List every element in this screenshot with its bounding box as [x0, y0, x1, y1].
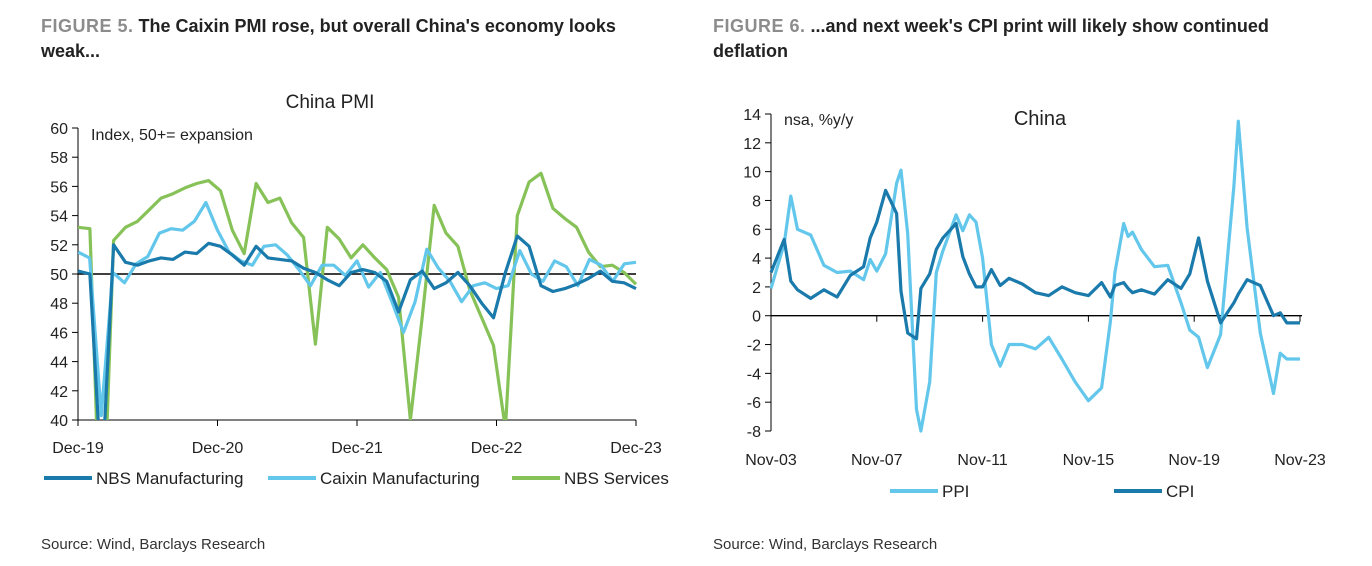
series-line-ppi	[769, 119, 1300, 433]
legend-label: CPI	[1166, 482, 1194, 501]
legend-label: NBS Services	[564, 469, 669, 488]
y-tick-label: 0	[752, 309, 761, 326]
figure-6-title: FIGURE 6. ...and next week's CPI print w…	[713, 14, 1343, 64]
y-tick-label: 58	[50, 150, 68, 167]
series-line-nbs-manufacturing	[78, 234, 637, 420]
y-tick-label: 2	[752, 280, 761, 297]
y-tick-label: -2	[747, 338, 761, 355]
figure-5-number: FIGURE 5.	[41, 16, 134, 36]
china-ppi-cpi-chart: China nsa, %y/y -8 -6 -4 -2 0 2 4 6 8 10 12 14 Nov-03 N…	[743, 107, 1326, 501]
x-tick-label: Nov-15	[1063, 452, 1115, 469]
x-tick-label: Nov-19	[1168, 452, 1220, 469]
x-tick-label: Dec-23	[610, 440, 662, 457]
figure-6-source: Source: Wind, Barclays Research	[713, 536, 938, 553]
chart-annotation: Index, 50+= expansion	[91, 127, 253, 144]
y-tick-label: -8	[747, 424, 761, 441]
y-tick-label: -6	[747, 395, 761, 412]
y-tick-label: 60	[50, 121, 68, 138]
x-tick-label: Nov-11	[957, 452, 1007, 469]
y-tick-label: 8	[752, 193, 761, 210]
y-tick-label: 42	[50, 384, 68, 401]
y-tick-label: 12	[743, 136, 761, 153]
figure-5-source: Source: Wind, Barclays Research	[41, 536, 266, 553]
x-tick-label: Dec-21	[331, 440, 383, 457]
series-line-nbs-services	[78, 171, 638, 420]
chart-title: China PMI	[286, 92, 375, 113]
y-tick-label: 14	[743, 107, 761, 124]
y-tick-label: 4	[752, 251, 761, 268]
figure-6-number: FIGURE 6.	[713, 16, 806, 36]
x-tick-label: Dec-19	[52, 440, 104, 457]
y-tick-label: 56	[50, 179, 68, 196]
y-tick-label: 52	[50, 238, 68, 255]
x-tick-label: Nov-23	[1274, 452, 1326, 469]
y-tick-label: 46	[50, 325, 68, 342]
figure-5-panel: FIGURE 5. The Caixin PMI rose, but overa…	[41, 14, 669, 553]
chart-title: China	[1014, 108, 1067, 130]
y-tick-label: 10	[743, 165, 761, 182]
y-tick-label: 48	[50, 296, 68, 313]
y-tick-label: 50	[50, 267, 68, 284]
y-tick-label: 40	[50, 413, 68, 430]
x-tick-label: Nov-03	[745, 452, 797, 469]
y-tick-label: 44	[50, 355, 68, 372]
series-line-cpi	[769, 188, 1300, 341]
legend-label: PPI	[942, 482, 969, 501]
y-tick-label: 6	[752, 222, 761, 239]
figure-6-caption: ...and next week's CPI print will likely…	[713, 16, 1269, 61]
y-tick-label: 54	[50, 209, 68, 226]
x-tick-label: Dec-20	[192, 440, 244, 457]
figure-5-caption: The Caixin PMI rose, but overall China's…	[41, 16, 616, 61]
series-line-caixin-manufacturing	[78, 200, 637, 418]
figure-5-title: FIGURE 5. The Caixin PMI rose, but overa…	[41, 14, 666, 64]
legend-label: Caixin Manufacturing	[320, 469, 480, 488]
china-pmi-chart: China PMI Index, 50+= expansion 40 42 44 46 48…	[44, 92, 669, 488]
chart-annotation: nsa, %y/y	[784, 112, 853, 129]
x-tick-label: Dec-22	[471, 440, 523, 457]
y-tick-label: -4	[747, 366, 761, 383]
legend-label: NBS Manufacturing	[96, 469, 243, 488]
x-tick-label: Nov-07	[851, 452, 903, 469]
figure-6-panel: FIGURE 6. ...and next week's CPI print w…	[686, 0, 1372, 566]
